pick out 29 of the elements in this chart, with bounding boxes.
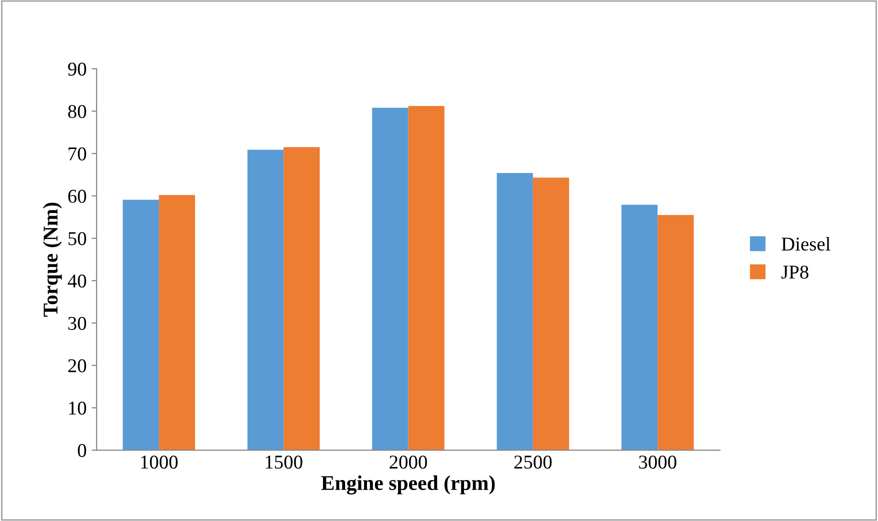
legend-label: Diesel [782, 236, 830, 251]
y-tick-label: 50 [68, 232, 86, 246]
y-tick-label: 90 [68, 62, 86, 76]
bar [122, 200, 159, 450]
bar [658, 214, 694, 450]
x-tick-label: 1000 [141, 456, 178, 469]
y-tick-label: 40 [68, 274, 86, 288]
y-tick-label: 80 [68, 104, 86, 118]
bar [408, 106, 444, 450]
y-tick-label: 0 [78, 444, 86, 458]
y-tick-label: 20 [68, 359, 86, 372]
y-tick-label: 10 [69, 402, 86, 415]
bar [284, 147, 320, 450]
bar [158, 195, 196, 450]
x-axis-title: Engine speed (rpm) [321, 475, 495, 494]
x-tick-label: 1500 [266, 456, 302, 469]
y-axis-title: Torque (Nm) [42, 202, 62, 317]
legend-label: JP8 [781, 266, 808, 279]
bar [496, 173, 533, 450]
y-tick-label: 70 [68, 147, 86, 160]
x-tick-label: 3000 [639, 456, 676, 469]
bar [247, 150, 284, 450]
y-tick-label: 60 [68, 190, 86, 203]
x-tick-label: 2000 [390, 456, 427, 469]
bar [372, 108, 408, 450]
y-tick-label: 30 [68, 316, 86, 330]
bar [621, 204, 658, 450]
bar [532, 178, 570, 450]
x-tick-label: 2500 [514, 456, 552, 469]
